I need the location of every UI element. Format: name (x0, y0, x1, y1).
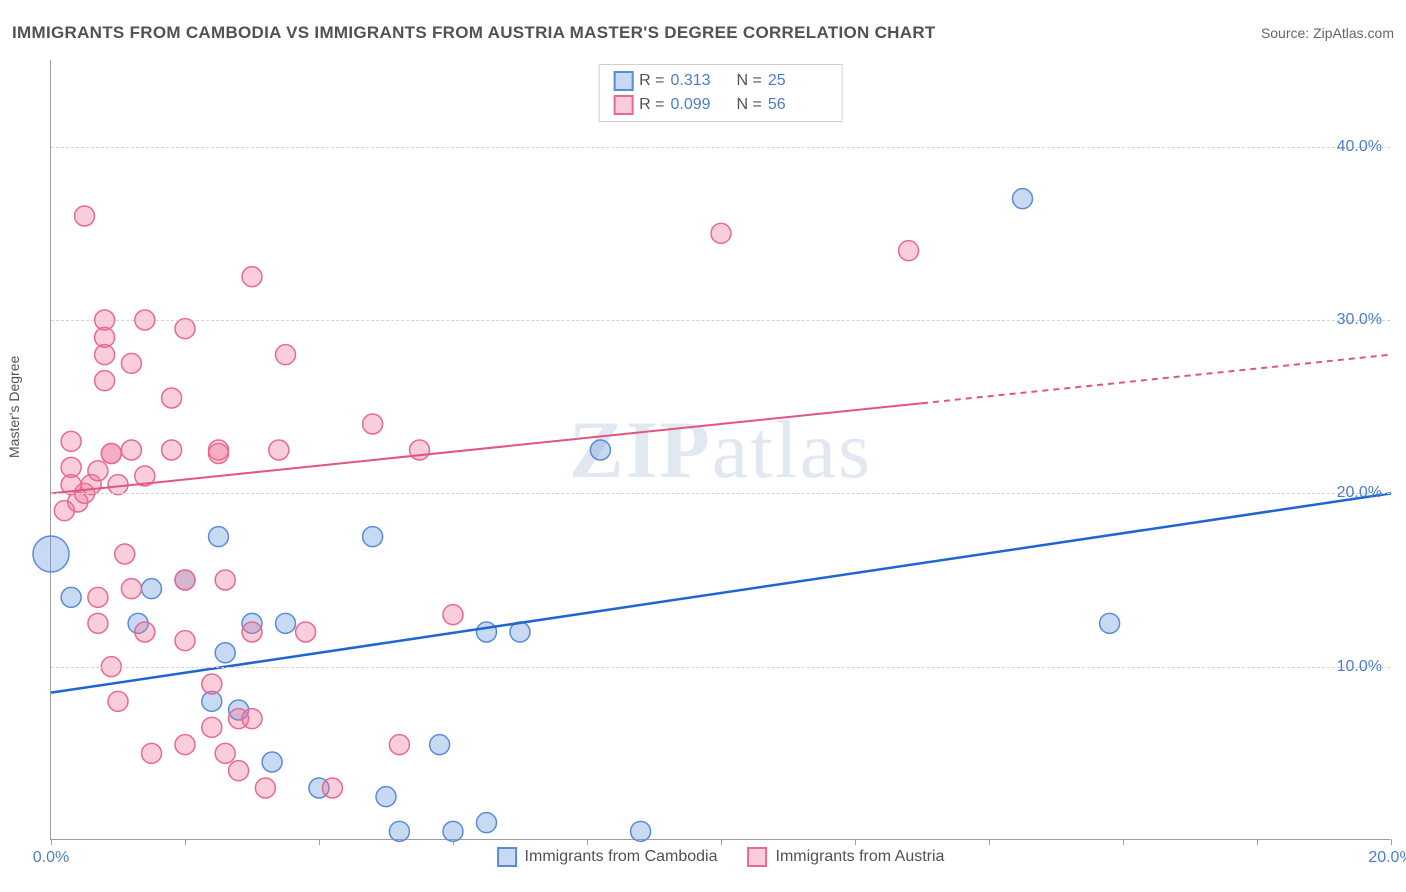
data-point (242, 622, 262, 642)
data-point (389, 821, 409, 841)
data-point (276, 345, 296, 365)
xtick-label: 0.0% (33, 849, 69, 867)
xtick-mark (319, 839, 320, 845)
data-point (255, 778, 275, 798)
ytick-label: 30.0% (1337, 311, 1382, 329)
data-point (115, 544, 135, 564)
data-point (75, 206, 95, 226)
data-point (202, 717, 222, 737)
legend-item-austria: Immigrants from Austria (748, 847, 945, 867)
series-legend: Immigrants from Cambodia Immigrants from… (497, 847, 945, 867)
gridline (51, 320, 1390, 321)
data-point (121, 440, 141, 460)
xtick-mark (1123, 839, 1124, 845)
legend-row-series-2: R = 0.099 N = 56 (613, 93, 828, 117)
data-point (389, 735, 409, 755)
data-point (88, 613, 108, 633)
data-point (54, 501, 74, 521)
xtick-mark (1257, 839, 1258, 845)
xtick-mark (721, 839, 722, 845)
swatch-cambodia (613, 71, 633, 91)
xtick-mark (1391, 839, 1392, 845)
data-point (376, 787, 396, 807)
data-point (95, 371, 115, 391)
swatch-cambodia-icon (497, 847, 517, 867)
xtick-mark (185, 839, 186, 845)
data-point (590, 440, 610, 460)
data-point (175, 319, 195, 339)
data-point (142, 743, 162, 763)
data-point (363, 414, 383, 434)
data-point (363, 527, 383, 547)
data-point (175, 735, 195, 755)
xtick-mark (453, 839, 454, 845)
data-point (209, 527, 229, 547)
data-point (215, 643, 235, 663)
gridline (51, 493, 1390, 494)
data-point (88, 461, 108, 481)
ytick-label: 20.0% (1337, 484, 1382, 502)
data-point (477, 622, 497, 642)
legend-item-cambodia: Immigrants from Cambodia (497, 847, 718, 867)
xtick-mark (855, 839, 856, 845)
correlation-legend: R = 0.313 N = 25 R = 0.099 N = 56 (598, 64, 843, 122)
data-point (262, 752, 282, 772)
data-point (443, 605, 463, 625)
trend-line-dashed (922, 355, 1391, 404)
data-point (215, 570, 235, 590)
ytick-label: 10.0% (1337, 658, 1382, 676)
swatch-austria-icon (748, 847, 768, 867)
data-point (711, 223, 731, 243)
data-point (430, 735, 450, 755)
xtick-label: 20.0% (1368, 849, 1406, 867)
data-point (276, 613, 296, 633)
data-point (33, 536, 69, 572)
data-point (135, 622, 155, 642)
ytick-label: 40.0% (1337, 138, 1382, 156)
data-point (296, 622, 316, 642)
data-point (142, 579, 162, 599)
y-axis-label: Master's Degree (6, 356, 22, 458)
chart-header: IMMIGRANTS FROM CAMBODIA VS IMMIGRANTS F… (12, 18, 1394, 48)
xtick-mark (989, 839, 990, 845)
data-point (215, 743, 235, 763)
data-point (162, 388, 182, 408)
data-point (175, 570, 195, 590)
data-point (162, 440, 182, 460)
data-point (61, 431, 81, 451)
data-point (209, 443, 229, 463)
legend-row-series-1: R = 0.313 N = 25 (613, 69, 828, 93)
data-point (121, 579, 141, 599)
data-point (88, 587, 108, 607)
xtick-mark (51, 839, 52, 845)
chart-source: Source: ZipAtlas.com (1261, 25, 1394, 41)
data-point (242, 267, 262, 287)
chart-title: IMMIGRANTS FROM CAMBODIA VS IMMIGRANTS F… (12, 23, 936, 43)
data-point (410, 440, 430, 460)
data-point (631, 821, 651, 841)
xtick-mark (587, 839, 588, 845)
data-point (121, 353, 141, 373)
data-point (175, 631, 195, 651)
swatch-austria (613, 95, 633, 115)
data-point (108, 691, 128, 711)
data-point (1100, 613, 1120, 633)
data-point (61, 587, 81, 607)
data-point (101, 443, 121, 463)
trend-line (51, 493, 1391, 692)
data-point (108, 475, 128, 495)
gridline (51, 147, 1390, 148)
data-point (202, 674, 222, 694)
data-point (899, 241, 919, 261)
data-point (322, 778, 342, 798)
data-point (269, 440, 289, 460)
chart-plot-area: ZIPatlas R = 0.313 N = 25 R = 0.099 N = … (50, 60, 1390, 840)
data-point (95, 345, 115, 365)
data-point (477, 813, 497, 833)
data-point (1013, 189, 1033, 209)
data-point (242, 709, 262, 729)
data-point (229, 761, 249, 781)
scatter-svg (51, 60, 1390, 839)
gridline (51, 667, 1390, 668)
